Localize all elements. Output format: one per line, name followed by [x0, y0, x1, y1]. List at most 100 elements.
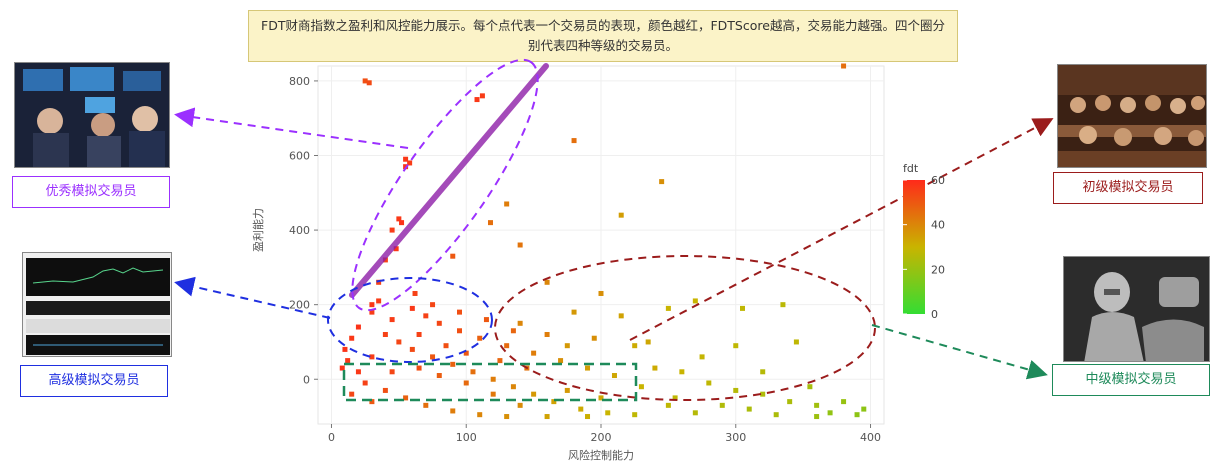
trading-floor-image [15, 63, 169, 167]
data-point [342, 346, 348, 352]
data-point [773, 412, 779, 418]
data-point [403, 395, 409, 401]
data-point [564, 387, 570, 393]
data-point [692, 298, 698, 304]
legend-ticks: 0 20 40 60 [903, 174, 945, 321]
data-point [578, 406, 584, 412]
y-tick-label: 0 [303, 373, 310, 386]
data-point [436, 373, 442, 379]
data-point [564, 343, 570, 349]
data-point [355, 369, 361, 375]
data-point [544, 279, 550, 285]
excellent-trader-label: 优秀模拟交易员 [12, 176, 170, 208]
y-tick-label: 400 [289, 224, 310, 237]
data-point [733, 343, 739, 349]
data-point [423, 313, 429, 319]
data-point [780, 302, 786, 308]
beginner-group-ellipse [494, 255, 876, 401]
data-point [504, 414, 510, 420]
data-point [430, 302, 436, 308]
data-point [814, 402, 820, 408]
data-point [531, 391, 537, 397]
data-point [517, 242, 523, 248]
data-point [861, 406, 867, 412]
data-point [416, 332, 422, 337]
data-point [483, 317, 489, 323]
advanced-arrow [174, 276, 331, 319]
data-point [497, 358, 503, 364]
data-point [699, 354, 705, 360]
beginner-trader-label: 初级模拟交易员 [1053, 172, 1203, 204]
data-point [376, 279, 382, 285]
data-point [665, 305, 671, 311]
data-point [369, 302, 375, 308]
x-axis-ticks: 0 100 200 300 400 [328, 424, 881, 444]
data-point [652, 365, 658, 371]
data-point [793, 339, 799, 345]
scatter-points [339, 63, 867, 420]
x-tick-label: 100 [456, 431, 477, 444]
robot-image [1064, 257, 1209, 361]
data-point [345, 358, 351, 364]
data-point [389, 227, 395, 233]
x-axis-label: 风险控制能力 [568, 448, 634, 462]
x-tick-label: 0 [328, 431, 335, 444]
data-point [571, 138, 577, 144]
data-point [665, 402, 671, 408]
data-point [423, 402, 429, 408]
data-point [366, 80, 372, 86]
data-point [598, 290, 604, 296]
data-point [632, 412, 638, 418]
x-tick-label: 400 [860, 431, 881, 444]
data-point [719, 402, 725, 408]
data-point [706, 380, 712, 386]
data-point [382, 332, 388, 337]
data-point [376, 298, 382, 304]
data-point [416, 365, 422, 371]
data-point [504, 343, 510, 349]
data-point [611, 373, 617, 379]
data-point [591, 335, 597, 341]
data-point [409, 346, 415, 352]
data-point [787, 399, 793, 405]
beginner-arrow [629, 118, 1054, 341]
intermediate-arrow [871, 324, 1048, 380]
x-tick-label: 200 [591, 431, 612, 444]
data-point [740, 305, 745, 311]
data-point [450, 253, 456, 259]
advanced-trader-photo [22, 252, 172, 357]
data-point [605, 410, 611, 416]
data-point [733, 387, 739, 393]
classroom-image [1058, 65, 1206, 167]
data-point [585, 414, 591, 420]
data-point [474, 97, 480, 103]
data-point [389, 369, 395, 375]
data-point [369, 354, 375, 360]
data-point [659, 179, 665, 185]
legend-tick-label: 40 [931, 219, 945, 232]
data-point [409, 305, 415, 311]
data-point [362, 78, 368, 84]
y-axis-ticks: 0 200 400 600 800 [289, 75, 318, 386]
monitor-screens-image [23, 253, 171, 356]
data-point [544, 414, 550, 420]
data-point [854, 412, 860, 418]
x-tick-label: 300 [725, 431, 746, 444]
y-tick-label: 800 [289, 75, 310, 88]
legend-tick-label: 60 [931, 174, 945, 187]
data-point [393, 246, 399, 252]
data-point [517, 402, 523, 408]
intermediate-trader-photo [1063, 256, 1210, 362]
excellent-arrow [174, 107, 409, 149]
fdt-legend: fdt 0 20 40 60 [903, 162, 945, 321]
data-point [349, 335, 355, 341]
data-point [407, 160, 413, 166]
legend-title: fdt [903, 162, 919, 175]
legend-tick-label: 20 [931, 263, 945, 276]
data-point [355, 324, 361, 330]
data-point [510, 328, 516, 334]
data-point [544, 332, 550, 337]
y-tick-label: 600 [289, 150, 310, 163]
data-point [618, 313, 624, 319]
data-point [679, 369, 685, 375]
